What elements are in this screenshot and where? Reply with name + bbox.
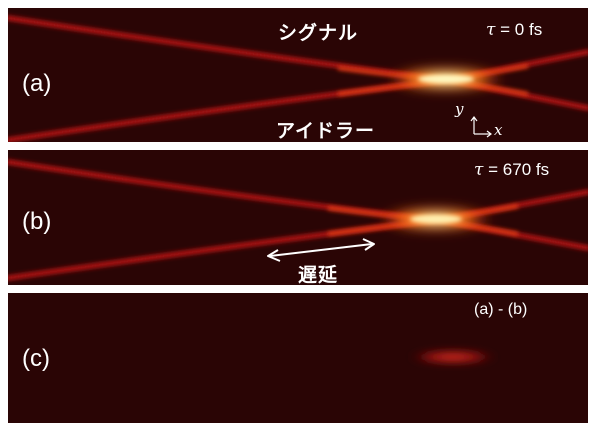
delay-label: 遅延 [298,264,339,285]
difference-spot [407,349,499,365]
difference-label: (a) - (b) [474,301,528,318]
beam-plot-c [407,349,499,365]
axis-y-label: y [455,100,464,118]
panel-label-b: (b) [22,208,52,235]
tau-value: = 670 fs [488,160,550,179]
panel-c: (c) (a) - (b) [8,293,588,423]
tau-symbol: τ [474,160,484,180]
tau-readout-b: τ = 670 fs [474,160,549,180]
panel-label-a: (a) [22,70,52,97]
signal-label: シグナル [278,22,359,44]
beam-plot-a [8,15,588,142]
beam-plot-b [8,159,588,281]
delay-arrow [267,238,375,262]
panel-a: (a) シグナル アイドラー τ = 0 fs y x [8,8,588,142]
tau-symbol: τ [486,20,496,40]
panel-label-c: (c) [22,345,50,372]
tau-value: = 0 fs [500,20,543,39]
idler-label: アイドラー [276,120,376,142]
axes-arrows-icon [470,116,492,138]
axis-x-label: x [494,121,503,139]
tau-readout-a: τ = 0 fs [486,20,542,40]
panel-b: (b) τ = 670 fs 遅延 [8,150,588,285]
